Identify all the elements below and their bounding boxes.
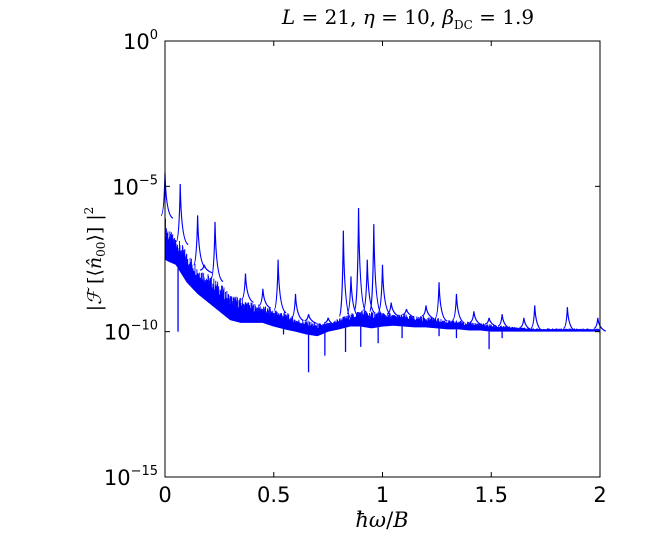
peak-point (258, 288, 272, 309)
data-layer (160, 172, 607, 373)
peak-point (497, 314, 511, 330)
axis-ticks: 0 0.5 1 1.5 2 10−15 10−10 10−5 100 (104, 28, 607, 507)
peak-point (346, 276, 360, 318)
peak-point (338, 230, 352, 320)
peak-point (421, 305, 435, 320)
x-tick-label: 1 (376, 483, 389, 507)
y-axis-label: |ℱ [⟨n̂00⟩] |2 (82, 207, 108, 312)
peak-point (434, 282, 448, 322)
x-tick-label: 1.5 (475, 483, 508, 507)
x-tick-label: 0 (158, 483, 171, 507)
peak-point (291, 293, 304, 322)
y-tick-label: 10−10 (104, 319, 158, 345)
peak-point (402, 308, 415, 318)
y-tick-label: 100 (123, 28, 158, 54)
y-tick-label: 10−5 (112, 173, 158, 199)
peak-point (362, 259, 376, 314)
series-line (164, 237, 600, 331)
peak-point (273, 259, 287, 314)
peak-point (241, 273, 254, 303)
peak-point (452, 293, 465, 324)
x-tick-label: 0.5 (257, 483, 290, 507)
x-tick-label: 2 (593, 483, 606, 507)
peak-point (304, 314, 317, 325)
x-axis-label: ħω/B (355, 508, 408, 532)
peak-point (469, 311, 483, 326)
peak-point (210, 221, 224, 283)
peak-point (377, 264, 391, 315)
peak-point (530, 305, 544, 332)
peak-point (485, 317, 498, 328)
y-tick-label: 10−15 (104, 464, 158, 490)
peak-point (563, 307, 576, 332)
peak-point (387, 302, 400, 317)
peak-point (369, 224, 383, 315)
peak-point (353, 207, 368, 314)
peak-point (519, 317, 533, 331)
chart-title: L = 21, η = 10, βDC = 1.9 (281, 5, 534, 32)
peak-point (193, 215, 207, 269)
peak-point (175, 184, 189, 246)
peak-point (200, 264, 213, 274)
peak-point (324, 317, 337, 327)
peak-point (593, 317, 607, 332)
